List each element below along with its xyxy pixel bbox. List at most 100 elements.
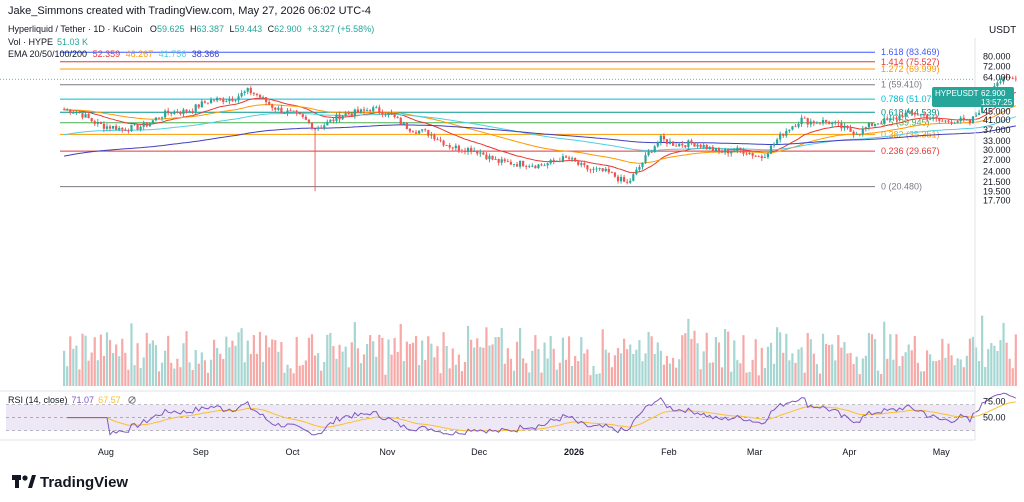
volume-bar xyxy=(338,344,341,386)
volume-bar xyxy=(289,368,292,386)
price-tick-label: 33.000 xyxy=(983,136,1011,146)
volume-bar xyxy=(491,344,494,386)
candle xyxy=(745,150,748,156)
candle xyxy=(139,125,142,132)
candle xyxy=(274,106,277,113)
candle xyxy=(959,115,962,124)
created-by-text: Jake_Simmons created with TradingView.co… xyxy=(8,5,371,17)
volume-bar xyxy=(105,332,109,386)
candle xyxy=(249,86,252,96)
volume-bar xyxy=(206,372,210,386)
candle xyxy=(460,148,464,154)
candle xyxy=(864,126,867,132)
candle xyxy=(601,168,604,173)
candle xyxy=(610,171,613,174)
candle xyxy=(304,114,307,121)
volume-bar xyxy=(629,344,632,386)
candle xyxy=(586,164,589,172)
candle xyxy=(424,128,427,132)
candle xyxy=(727,148,730,157)
candle xyxy=(843,123,846,131)
volume-bar xyxy=(139,368,142,386)
candle xyxy=(515,162,519,167)
time-tick-label: Nov xyxy=(379,447,396,457)
volume-bar xyxy=(880,373,883,386)
rsi-line xyxy=(67,392,1017,436)
volume-bar xyxy=(66,366,69,386)
volume-bar xyxy=(932,361,935,386)
rsi-tick-label: 75.00 xyxy=(983,396,1006,406)
candle xyxy=(75,110,78,116)
volume-bar xyxy=(656,342,659,386)
volume-bar xyxy=(69,336,72,386)
volume-bar xyxy=(350,342,353,386)
candle xyxy=(497,158,500,166)
candle xyxy=(840,120,843,132)
candle xyxy=(170,111,173,117)
candle xyxy=(720,149,724,154)
volume-bar xyxy=(301,364,304,386)
volume-bar xyxy=(861,358,864,386)
candle xyxy=(632,172,635,182)
volume-bar xyxy=(283,372,286,386)
candle xyxy=(258,93,262,98)
candle xyxy=(332,117,335,124)
volume-bar xyxy=(424,360,427,386)
volume-bar xyxy=(145,332,148,386)
volume-bar xyxy=(258,331,262,386)
candle xyxy=(323,122,326,131)
volume-bar xyxy=(118,356,121,386)
volume-bar xyxy=(968,338,971,386)
volume-bar xyxy=(662,364,665,386)
volume-bar xyxy=(925,350,929,386)
volume-bar xyxy=(99,334,102,386)
volume-bar xyxy=(228,347,231,386)
volume-bar xyxy=(176,358,179,386)
candle xyxy=(766,152,770,160)
volume-bar xyxy=(947,343,950,386)
candle xyxy=(164,109,167,120)
volume-bar xyxy=(748,371,751,386)
candle xyxy=(130,124,133,132)
volume-bar xyxy=(212,339,216,386)
volume-bar xyxy=(365,344,369,386)
candle xyxy=(571,156,574,162)
volume-bar xyxy=(800,347,803,386)
candle xyxy=(384,112,387,117)
candle xyxy=(200,98,203,108)
volume-bar xyxy=(965,355,968,386)
fib-label-1: 1.414 (75.527) xyxy=(881,57,940,67)
volume-bar xyxy=(1011,368,1014,386)
volume-bar xyxy=(72,348,75,386)
volume-bar xyxy=(381,337,384,386)
volume-bar xyxy=(650,336,653,386)
candle xyxy=(307,118,311,125)
volume-bar xyxy=(445,345,448,386)
rsi-visibility-icon[interactable] xyxy=(128,396,136,404)
candle xyxy=(589,168,592,173)
volume-bar xyxy=(249,353,252,386)
candle xyxy=(313,128,317,192)
tradingview-logo[interactable]: TradingView xyxy=(12,474,128,491)
price-tick-label: 41.000 xyxy=(983,115,1011,125)
volume-bar xyxy=(635,349,638,386)
candle xyxy=(769,144,773,155)
time-axis[interactable]: AugSepOctNovDec2026FebMarAprMayJunJul xyxy=(98,447,1024,457)
candle xyxy=(78,110,81,114)
last-price-symbol: HYPEUSDT xyxy=(935,89,979,98)
candle xyxy=(671,141,675,146)
volume-bar xyxy=(75,345,78,386)
candle xyxy=(754,155,757,158)
volume-bar xyxy=(974,347,978,386)
candle xyxy=(405,122,408,130)
volume-bar xyxy=(479,346,482,386)
volume-bar xyxy=(402,361,405,386)
candle xyxy=(338,111,341,123)
volume-bar xyxy=(203,360,206,386)
volume-bar xyxy=(500,328,503,386)
volume-bar xyxy=(298,365,301,386)
volume-bar xyxy=(583,353,586,386)
candle xyxy=(592,166,595,174)
volume-bar xyxy=(665,355,669,386)
volume-bar xyxy=(460,371,464,386)
